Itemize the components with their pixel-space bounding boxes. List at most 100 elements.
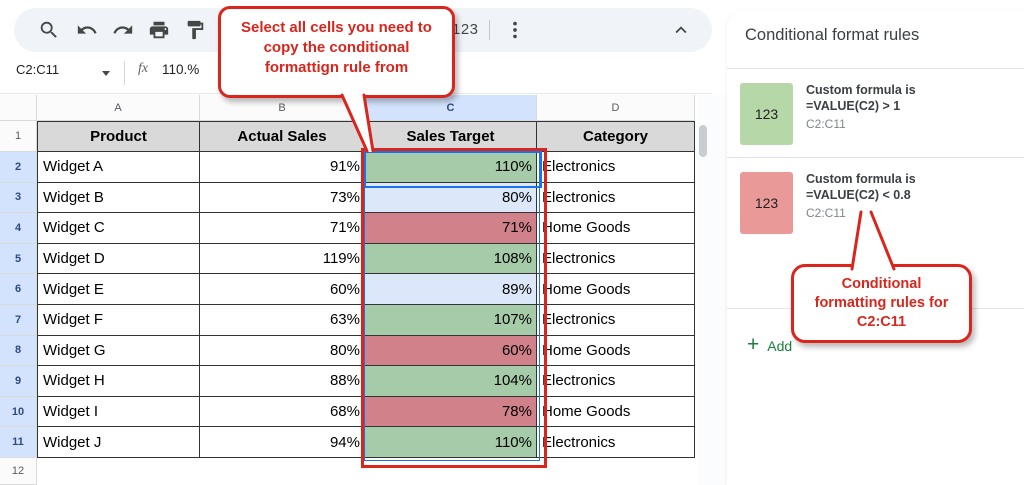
header-cell[interactable]: Sales Target [365, 121, 537, 152]
undo-icon[interactable] [76, 19, 98, 41]
format-rule[interactable]: 123 Custom formula is =VALUE(C2) < 0.8 C… [727, 158, 1024, 264]
cell-target[interactable]: 107% [365, 304, 537, 336]
rule-description: Custom formula is =VALUE(C2) < 0.8 C2:C1… [806, 172, 916, 264]
empty-cell[interactable] [37, 457, 200, 485]
cell-product[interactable]: Widget F [37, 304, 200, 336]
cell-target[interactable]: 110% [365, 427, 537, 458]
cell-actual[interactable]: 88% [200, 366, 365, 397]
collapse-toolbar-icon[interactable] [670, 19, 692, 41]
row-number[interactable]: 5 [0, 243, 37, 275]
fx-icon: fx [138, 61, 149, 76]
cell-product[interactable]: Widget D [37, 243, 200, 275]
callout-line: formatting rules for [814, 295, 949, 311]
row-number[interactable]: 12 [0, 457, 37, 485]
panel-divider [727, 157, 1024, 158]
rule-range: C2:C11 [806, 206, 846, 220]
header-cell[interactable]: Product [37, 121, 200, 152]
cell-target[interactable]: 80% [365, 182, 537, 214]
add-rule-button[interactable]: + Add another rule [747, 334, 794, 358]
cell-product[interactable]: Widget C [37, 213, 200, 244]
cell-target[interactable]: 78% [365, 396, 537, 428]
cell-target[interactable]: 104% [365, 366, 537, 397]
cell-actual[interactable]: 68% [200, 396, 365, 428]
rule-range: C2:C11 [806, 117, 846, 131]
select-all-corner[interactable] [0, 95, 37, 121]
rule-description: Custom formula is =VALUE(C2) > 1 C2:C11 [806, 83, 916, 171]
row-number[interactable]: 4 [0, 213, 37, 244]
cell-product[interactable]: Widget B [37, 182, 200, 214]
cell-category[interactable]: Electronics [537, 427, 695, 458]
name-box-dropdown-icon[interactable] [102, 71, 110, 76]
column-header-b[interactable]: B [200, 95, 365, 121]
cell-target[interactable]: 110% [365, 152, 537, 183]
empty-cell[interactable] [365, 457, 537, 485]
format-rule[interactable]: 123 Custom formula is =VALUE(C2) > 1 C2:… [727, 69, 1024, 171]
search-icon[interactable] [38, 19, 60, 41]
callout-line: C2:C11 [856, 314, 907, 330]
header-cell[interactable]: Actual Sales [200, 121, 365, 152]
paint-format-icon[interactable] [184, 19, 206, 41]
cell-product[interactable]: Widget I [37, 396, 200, 428]
row-number[interactable]: 11 [0, 427, 37, 458]
cell-category[interactable]: Home Goods [537, 274, 695, 305]
cell-product[interactable]: Widget G [37, 335, 200, 367]
cell-actual[interactable]: 80% [200, 335, 365, 367]
cell-actual[interactable]: 94% [200, 427, 365, 458]
rule-condition-line: Custom formula is [806, 172, 916, 186]
number-format-button[interactable]: 123 [452, 21, 479, 38]
column-header-d[interactable]: D [537, 95, 695, 121]
name-box[interactable]: C2:C11 [16, 62, 60, 77]
cell-actual[interactable]: 60% [200, 274, 365, 305]
cell-category[interactable]: Electronics [537, 243, 695, 275]
formula-bar-divider [124, 61, 125, 85]
callout-line: formattign rule from [264, 59, 409, 76]
cell-actual[interactable]: 71% [200, 213, 365, 244]
cell-category[interactable]: Electronics [537, 152, 695, 183]
rule-condition-line: =VALUE(C2) < 0.8 [806, 187, 911, 202]
column-header-c[interactable]: C [365, 95, 537, 121]
row-number[interactable]: 3 [0, 182, 37, 214]
row-number[interactable]: 1 [0, 121, 37, 152]
formula-input[interactable]: 110.% [162, 62, 200, 77]
cell-category[interactable]: Electronics [537, 304, 695, 336]
vertical-scrollbar[interactable] [699, 125, 707, 157]
row-number[interactable]: 6 [0, 274, 37, 305]
callout-line: copy the conditional [263, 39, 410, 56]
callout-select-cells: Select all cells you need to copy the co… [218, 6, 455, 98]
row-number[interactable]: 8 [0, 335, 37, 367]
cell-product[interactable]: Widget H [37, 366, 200, 397]
cell-category[interactable]: Home Goods [537, 335, 695, 367]
callout-rules-note: Conditional formatting rules for C2:C11 [791, 264, 972, 343]
empty-cell[interactable] [537, 457, 695, 485]
callout-line: Select all cells you need to [241, 19, 432, 36]
cell-category[interactable]: Home Goods [537, 396, 695, 428]
empty-cell[interactable] [200, 457, 365, 485]
cell-target[interactable]: 108% [365, 243, 537, 275]
cell-target[interactable]: 71% [365, 213, 537, 244]
more-vertical-icon[interactable] [504, 19, 526, 41]
cell-target[interactable]: 89% [365, 274, 537, 305]
row-number[interactable]: 2 [0, 152, 37, 183]
header-cell[interactable]: Category [537, 121, 695, 152]
callout-line: Conditional [841, 276, 922, 292]
column-header-a[interactable]: A [37, 95, 200, 121]
cell-product[interactable]: Widget A [37, 152, 200, 183]
cell-category[interactable]: Electronics [537, 366, 695, 397]
cell-category[interactable]: Electronics [537, 182, 695, 214]
cell-target[interactable]: 60% [365, 335, 537, 367]
row-number[interactable]: 7 [0, 304, 37, 336]
cell-actual[interactable]: 73% [200, 182, 365, 214]
row-number[interactable]: 9 [0, 366, 37, 397]
cell-category[interactable]: Home Goods [537, 213, 695, 244]
cell-product[interactable]: Widget E [37, 274, 200, 305]
cell-product[interactable]: Widget J [37, 427, 200, 458]
print-icon[interactable] [148, 19, 170, 41]
plus-icon: + [747, 334, 760, 356]
cell-actual[interactable]: 63% [200, 304, 365, 336]
rule-preview-swatch: 123 [740, 83, 793, 145]
redo-icon[interactable] [112, 19, 134, 41]
row-number[interactable]: 10 [0, 396, 37, 428]
cell-actual[interactable]: 119% [200, 243, 365, 275]
cell-actual[interactable]: 91% [200, 152, 365, 183]
